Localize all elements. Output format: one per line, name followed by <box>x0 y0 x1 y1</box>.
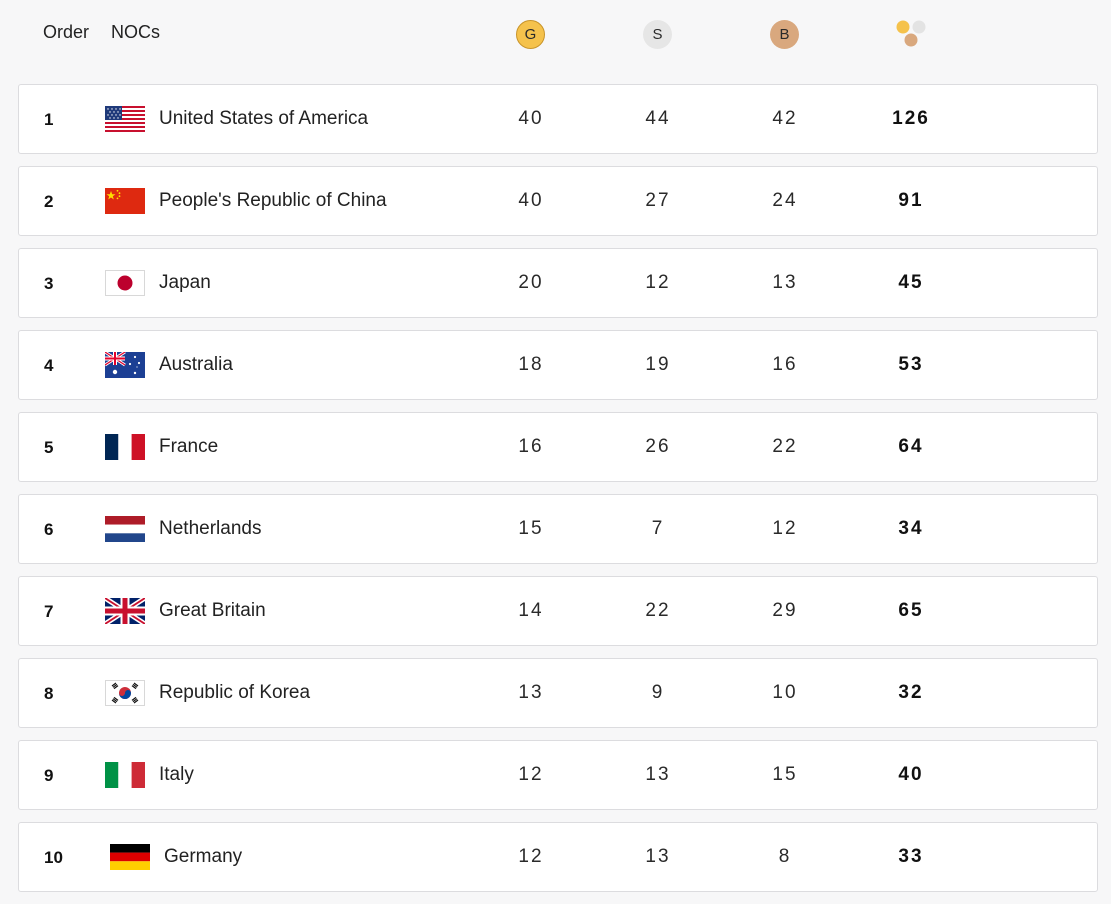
italy-flag-icon <box>105 762 145 788</box>
korea-flag-icon <box>105 680 145 706</box>
rank: 6 <box>44 520 54 539</box>
table-row[interactable]: 5 France 16 26 22 64 <box>18 412 1098 482</box>
rank: 3 <box>44 274 54 293</box>
noc-name[interactable]: Australia <box>159 354 233 375</box>
netherlands-flag-icon <box>105 516 145 542</box>
bronze-count: 29 <box>772 600 798 621</box>
gold-count: 13 <box>518 682 544 703</box>
gold-medal-column-header[interactable]: G <box>516 20 545 49</box>
bronze-medal-column-header[interactable]: B <box>770 20 799 49</box>
silver-count: 26 <box>645 436 671 457</box>
rank: 1 <box>44 110 54 129</box>
total-count: 33 <box>898 846 924 867</box>
table-row[interactable]: 9 Italy 12 13 15 40 <box>18 740 1098 810</box>
noc-name[interactable]: France <box>159 436 219 457</box>
gold-count: 20 <box>518 272 544 293</box>
noc-name[interactable]: Japan <box>159 272 211 293</box>
total-count: 91 <box>898 190 924 211</box>
noc-name[interactable]: Netherlands <box>159 518 262 539</box>
table-row[interactable]: 3 Japan 20 12 13 45 <box>18 248 1098 318</box>
table-row[interactable]: 2 People's Republic of China 40 27 24 91 <box>18 166 1098 236</box>
germany-flag-icon <box>110 844 150 870</box>
total-count: 65 <box>898 600 924 621</box>
total-count: 53 <box>898 354 924 375</box>
bronze-count: 22 <box>772 436 798 457</box>
rank: 8 <box>44 684 54 703</box>
gold-count: 14 <box>518 600 544 621</box>
table-row[interactable]: 8 Republic of Korea 13 9 10 32 <box>18 658 1098 728</box>
australia-flag-icon <box>105 352 145 378</box>
china-flag-icon <box>105 188 145 214</box>
total-count: 32 <box>898 682 924 703</box>
bronze-count: 24 <box>772 190 798 211</box>
total-count: 45 <box>898 272 924 293</box>
noc-name[interactable]: People's Republic of China <box>159 190 387 211</box>
rank: 7 <box>44 602 54 621</box>
rank: 10 <box>44 848 63 867</box>
noc-name[interactable]: Germany <box>164 846 243 867</box>
japan-flag-icon <box>105 270 145 296</box>
bronze-count: 42 <box>772 108 798 129</box>
silver-medal-column-header[interactable]: S <box>643 20 672 49</box>
gold-count: 12 <box>518 846 544 867</box>
table-row[interactable]: 6 Netherlands 15 7 12 34 <box>18 494 1098 564</box>
noc-name[interactable]: Italy <box>159 764 194 785</box>
bronze-count: 8 <box>778 846 792 867</box>
silver-count: 13 <box>645 764 671 785</box>
silver-count: 7 <box>651 518 665 539</box>
bronze-count: 15 <box>772 764 798 785</box>
gold-count: 40 <box>518 108 544 129</box>
total-medals-icon[interactable] <box>893 18 929 50</box>
gold-count: 15 <box>518 518 544 539</box>
bronze-count: 10 <box>772 682 798 703</box>
noc-name[interactable]: Great Britain <box>159 600 266 621</box>
medal-table: 1 United States of America 40 44 <box>18 84 1098 904</box>
silver-count: 13 <box>645 846 671 867</box>
usa-flag-icon <box>105 106 145 132</box>
total-count: 34 <box>898 518 924 539</box>
rank: 4 <box>44 356 54 375</box>
france-flag-icon <box>105 434 145 460</box>
table-row[interactable]: 10 Germany 12 13 8 33 <box>18 822 1098 892</box>
table-header: Order NOCs G S B <box>0 0 1111 70</box>
bronze-count: 13 <box>772 272 798 293</box>
silver-count: 12 <box>645 272 671 293</box>
rank: 9 <box>44 766 54 785</box>
total-count: 126 <box>892 108 930 129</box>
noc-name[interactable]: Republic of Korea <box>159 682 311 703</box>
gold-count: 16 <box>518 436 544 457</box>
nocs-column-header[interactable]: NOCs <box>111 22 160 42</box>
rank: 2 <box>44 192 54 211</box>
bronze-count: 12 <box>772 518 798 539</box>
silver-count: 9 <box>651 682 665 703</box>
table-row[interactable]: 4 Australia 18 19 <box>18 330 1098 400</box>
gold-count: 18 <box>518 354 544 375</box>
silver-count: 44 <box>645 108 671 129</box>
noc-name[interactable]: United States of America <box>159 108 369 129</box>
gold-count: 12 <box>518 764 544 785</box>
gold-count: 40 <box>518 190 544 211</box>
total-count: 40 <box>898 764 924 785</box>
order-column-header[interactable]: Order <box>43 22 90 42</box>
great-britain-flag-icon <box>105 598 145 624</box>
bronze-count: 16 <box>772 354 798 375</box>
total-count: 64 <box>898 436 924 457</box>
table-row[interactable]: 7 Great Britain 14 22 29 65 <box>18 576 1098 646</box>
silver-count: 22 <box>645 600 671 621</box>
rank: 5 <box>44 438 54 457</box>
silver-count: 27 <box>645 190 671 211</box>
table-row[interactable]: 1 United States of America 40 44 <box>18 84 1098 154</box>
silver-count: 19 <box>645 354 671 375</box>
